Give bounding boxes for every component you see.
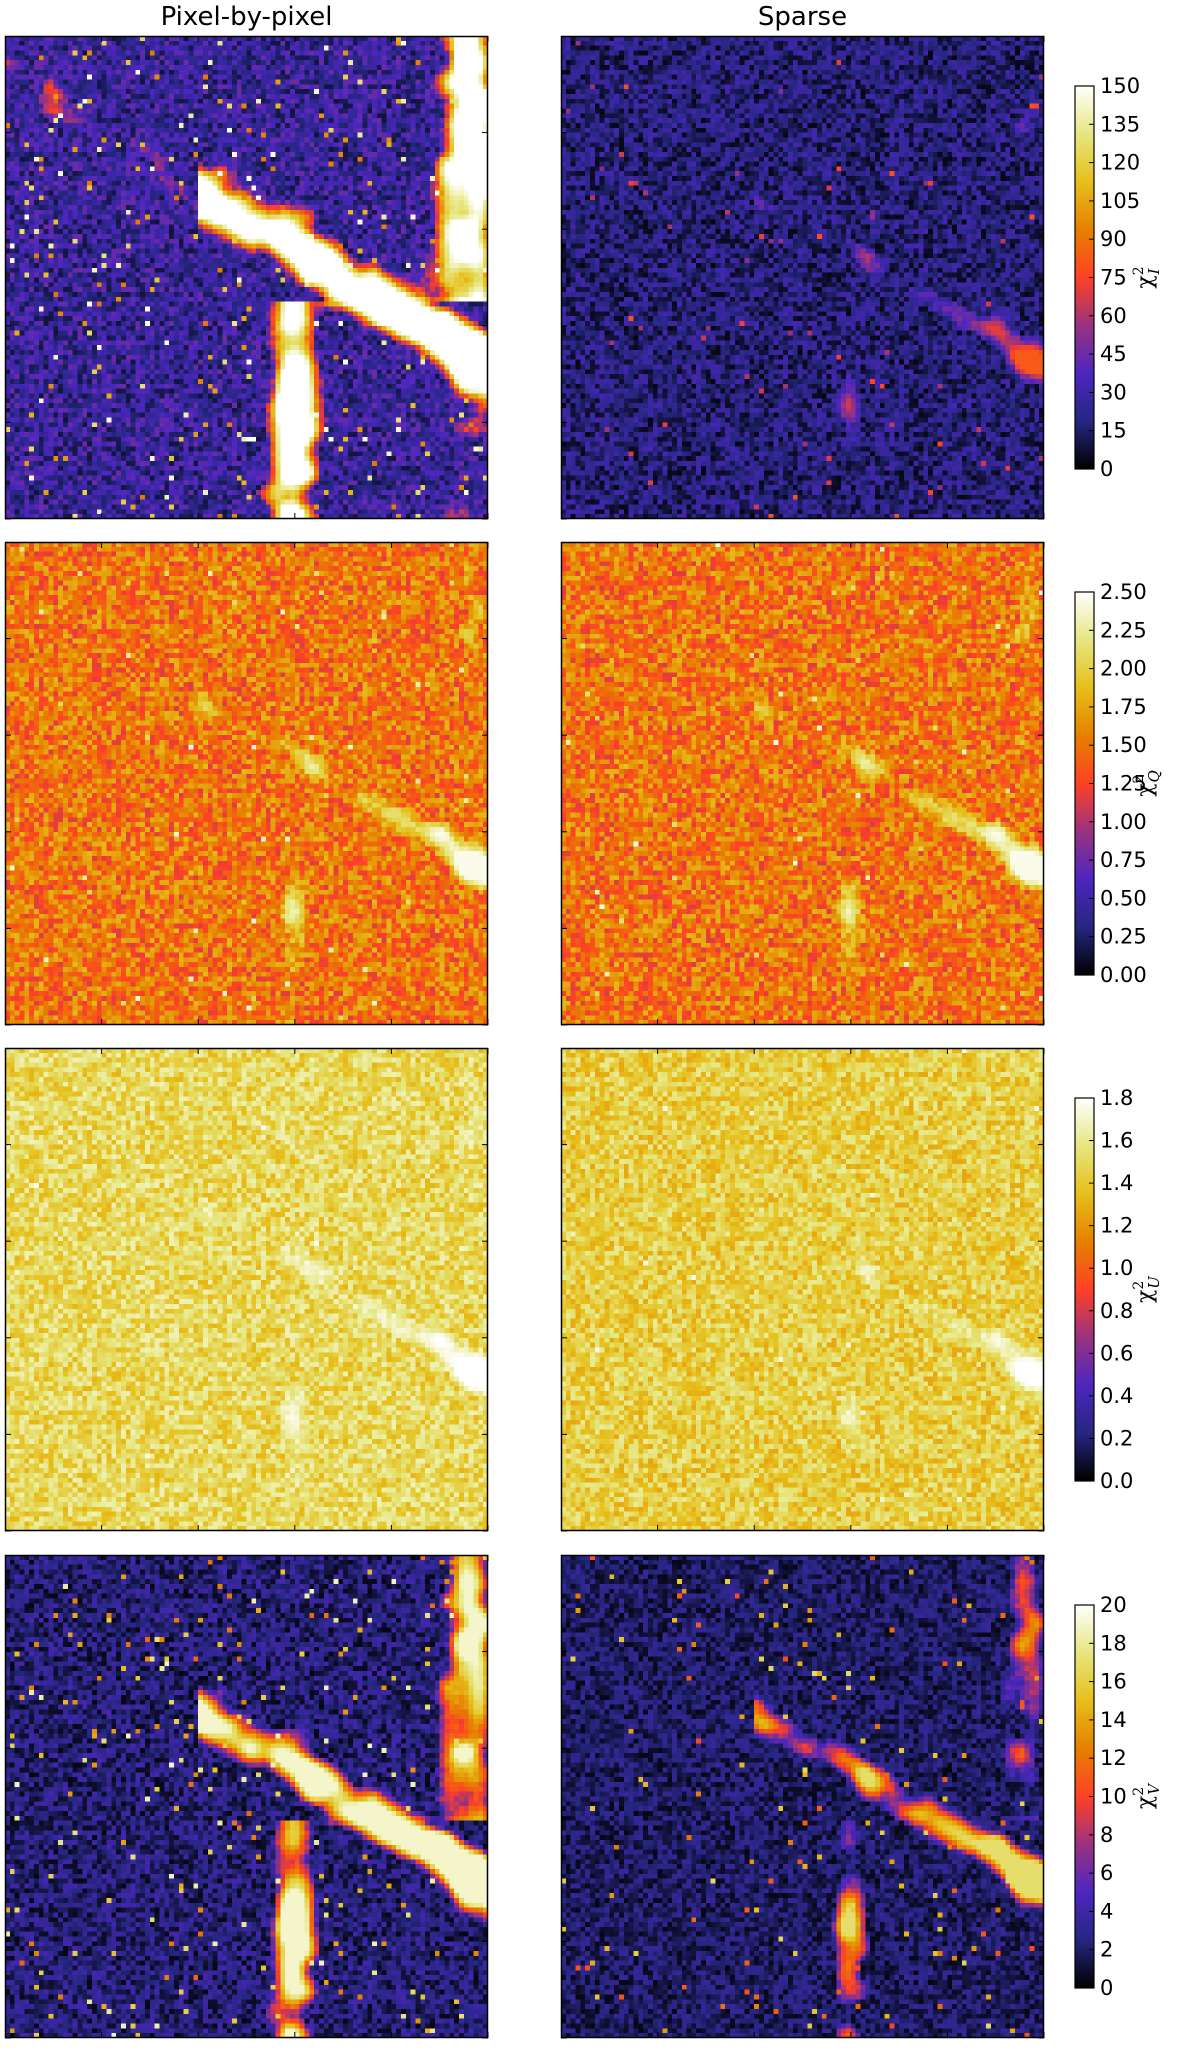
colorbar-label-sub: U <box>1145 1275 1163 1289</box>
colorbar-tick-label: 2 <box>1100 1938 1113 1962</box>
colorbar-tick-label: 20 <box>1100 1593 1127 1617</box>
heatmap-panel-2-pixel-by-pixel <box>4 541 489 1026</box>
colorbar-3: 0.0 0.2 0.4 0.6 0.8 1.0 1.2 1.4 1.6 1.8 χ2U <box>1074 1086 1163 1493</box>
colorbar-tick-label: 0.2 <box>1100 1426 1133 1450</box>
colorbar-label: χ2V <box>1131 1782 1163 1809</box>
heatmap-panel-2-sparse <box>560 541 1045 1026</box>
colorbar-tick-label: 1.75 <box>1100 695 1147 719</box>
colorbar-label: χ2I <box>1131 266 1163 288</box>
colorbar-label-symbol: χ <box>1133 1796 1158 1809</box>
colorbar-label: χ2U <box>1131 1275 1163 1303</box>
colorbar-tick-label: 1.50 <box>1100 733 1147 757</box>
colorbar-tick-label: 90 <box>1100 227 1127 251</box>
colorbar-tick-label: 16 <box>1100 1670 1127 1694</box>
panel-frame <box>560 1554 1045 2039</box>
colorbar-2: 0.00 0.25 0.50 0.75 1.00 1.25 1.50 1.75 2.00 2.25… <box>1074 580 1163 987</box>
colorbar-label-sub: I <box>1145 267 1163 275</box>
heatmap-panel-1-pixel-by-pixel <box>4 35 489 520</box>
colorbar-label-sup: 2 <box>1131 266 1147 275</box>
colorbar-tick-label: 0 <box>1100 1976 1113 2000</box>
heatmap-image <box>561 542 1044 1025</box>
colorbar-label-symbol: χ <box>1133 1290 1158 1303</box>
panel-frame <box>560 1047 1045 1532</box>
colorbar-tick-label: 2.50 <box>1100 580 1147 604</box>
colorbar-tick-label: 0 <box>1100 457 1113 481</box>
heatmap-image <box>561 1048 1044 1531</box>
colorbar-tick-label: 18 <box>1100 1631 1127 1655</box>
colorbar-label-sup: 2 <box>1131 1787 1147 1796</box>
heatmap-panel-4-sparse <box>560 1554 1045 2039</box>
colorbar-tick-label: 1.25 <box>1100 772 1147 796</box>
colorbar-tick-label: 14 <box>1100 1708 1127 1732</box>
colorbar-tick-label: 12 <box>1100 1746 1127 1770</box>
colorbar-tick-label: 0.25 <box>1100 925 1147 949</box>
heatmap-image <box>561 1555 1044 2038</box>
panel-frame <box>560 541 1045 1026</box>
colorbar-tick-label: 0.0 <box>1100 1469 1133 1493</box>
panel-frame <box>560 35 1045 520</box>
panel-frame <box>4 1554 489 2039</box>
colorbar-tick-label: 75 <box>1100 266 1127 290</box>
colorbar-tick-label: 1.6 <box>1100 1129 1133 1153</box>
colorbar-label-sup: 2 <box>1131 1281 1147 1290</box>
colorbar-tick-label: 10 <box>1100 1785 1127 1809</box>
colorbar-tick-label: 0.75 <box>1100 848 1147 872</box>
panel-frame <box>4 541 489 1026</box>
heatmap-image <box>5 1048 488 1531</box>
colorbar-tick-label: 1.4 <box>1100 1171 1133 1195</box>
colorbar-label-sub: Q <box>1145 770 1163 782</box>
colorbar-tick-label: 2.25 <box>1100 618 1147 642</box>
colorbar-label: χ2Q <box>1131 770 1163 797</box>
colorbar-tick-label: 60 <box>1100 304 1127 328</box>
heatmap-panel-3-pixel-by-pixel <box>4 1047 489 1532</box>
colorbar-label-sup: 2 <box>1131 775 1147 784</box>
colorbar-tick-label: 45 <box>1100 342 1127 366</box>
colorbar-label-symbol: χ <box>1133 275 1158 288</box>
heatmap-image <box>5 542 488 1025</box>
colorbar-tick-label: 30 <box>1100 380 1127 404</box>
colorbar-tick-label: 1.0 <box>1100 1256 1133 1280</box>
colorbar-tick-label: 1.8 <box>1100 1086 1133 1110</box>
panel-frame <box>4 35 489 520</box>
colorbar-tick-label: 105 <box>1100 189 1140 213</box>
colorbar-tick-label: 1.00 <box>1100 810 1147 834</box>
colorbar-tick-label: 135 <box>1100 112 1140 136</box>
heatmap-image <box>5 1555 488 2038</box>
heatmap-panel-4-pixel-by-pixel <box>4 1554 489 2039</box>
colorbar-label-symbol: χ <box>1133 783 1158 796</box>
colorbar-tick-label: 0.8 <box>1100 1299 1133 1323</box>
heatmap-image <box>561 36 1044 519</box>
column-title-sparse: Sparse <box>757 2 848 32</box>
colorbar-tick-label: 0.00 <box>1100 963 1147 987</box>
colorbar-tick-label: 0.6 <box>1100 1341 1133 1365</box>
column-title-pixel-by-pixel: Pixel-by-pixel <box>160 2 333 32</box>
heatmap-image <box>5 36 488 519</box>
colorbar-tick-label: 150 <box>1100 74 1140 98</box>
colorbar-tick-label: 120 <box>1100 151 1140 175</box>
colorbar-tick-label: 1.2 <box>1100 1214 1133 1238</box>
colorbar-tick-label: 2.00 <box>1100 657 1147 681</box>
colorbar-tick-label: 0.4 <box>1100 1384 1133 1408</box>
colorbar-tick-label: 4 <box>1100 1899 1113 1923</box>
colorbar-tick-label: 15 <box>1100 419 1127 443</box>
colorbar-gradient <box>1074 1097 1095 1482</box>
colorbar-label-sub: V <box>1145 1782 1163 1795</box>
colorbar-tick-label: 8 <box>1100 1823 1113 1847</box>
colorbar-tick-label: 0.50 <box>1100 886 1147 910</box>
panel-frame <box>4 1047 489 1532</box>
colorbar-tick-label: 6 <box>1100 1861 1113 1885</box>
heatmap-panel-1-sparse <box>560 35 1045 520</box>
colorbar-1: 0 15 30 45 60 75 90 105 120 135 150 χ2I <box>1074 74 1163 481</box>
heatmap-panel-3-sparse <box>560 1047 1045 1532</box>
